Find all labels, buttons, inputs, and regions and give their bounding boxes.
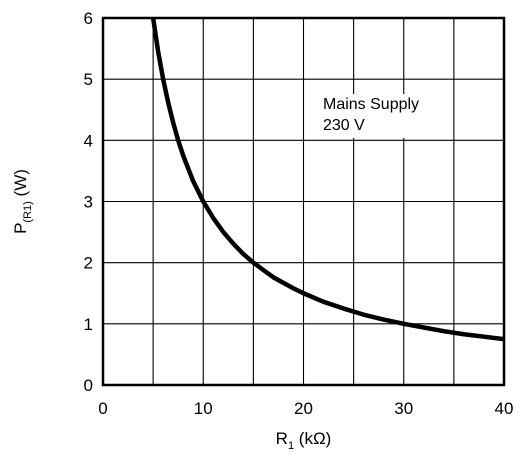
curve-layer xyxy=(149,0,504,339)
x-tick-label: 20 xyxy=(294,399,313,418)
y-tick-label: 3 xyxy=(84,193,93,212)
y-tick-label: 4 xyxy=(84,131,93,150)
y-axis-label: P(R1) (W) xyxy=(11,169,34,234)
x-axis-label: R1 (kΩ) xyxy=(276,429,332,452)
x-tick-label: 10 xyxy=(194,399,213,418)
y-tick-label: 1 xyxy=(84,315,93,334)
x-tick-label: 0 xyxy=(98,399,107,418)
annotation: Mains Supply 230 V xyxy=(321,94,433,138)
y-tick-label: 5 xyxy=(84,70,93,89)
series-curve xyxy=(149,0,504,339)
tick-labels: 0 10 20 30 40 0 1 2 3 4 5 6 xyxy=(84,9,514,418)
y-tick-label: 6 xyxy=(84,9,93,28)
annotation-line: Mains Supply xyxy=(323,96,419,113)
x-tick-label: 30 xyxy=(394,399,413,418)
annotation-line: 230 V xyxy=(323,117,365,134)
axis-labels: R1 (kΩ) P(R1) (W) xyxy=(11,169,331,452)
x-tick-label: 40 xyxy=(495,399,514,418)
y-tick-label: 0 xyxy=(84,376,93,395)
y-tick-label: 2 xyxy=(84,254,93,273)
